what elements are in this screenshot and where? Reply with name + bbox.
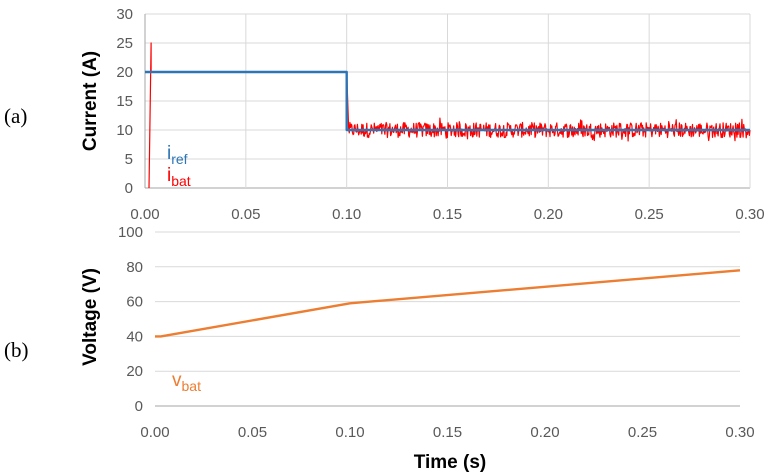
voltage-y-tick-label: 0 — [135, 398, 143, 415]
legend-v-bat-main: v — [172, 370, 182, 391]
voltage-x-ticks: 0.00 0.05 0.10 0.15 0.20 0.25 0.30 — [140, 424, 754, 441]
voltage-x-tick-label: 0.05 — [238, 424, 267, 441]
voltage-x-tick-label: 0.15 — [433, 424, 462, 441]
voltage-series-v-bat-line — [155, 269, 741, 338]
current-series-i-bat-line — [148, 42, 751, 189]
current-x-tick-label: 0.15 — [433, 206, 462, 223]
voltage-x-tick-label: 0.30 — [725, 424, 754, 441]
current-x-tick-label: 0.00 — [130, 206, 159, 223]
legend-i-bat-sub: bat — [171, 173, 191, 189]
legend-i-bat-main: i — [167, 165, 171, 186]
voltage-y-tick-label: 100 — [118, 224, 143, 241]
voltage-series — [155, 269, 741, 338]
current-y-tick-label: 20 — [116, 64, 133, 81]
current-series — [145, 42, 751, 189]
voltage-y-tick-label: 80 — [126, 259, 143, 276]
current-y-tick-label: 15 — [116, 93, 133, 110]
panel-label-a: (a) — [4, 104, 27, 128]
voltage-grid — [155, 231, 740, 407]
time-x-axis-title: Time (s) — [414, 452, 487, 473]
voltage-y-tick-label: 40 — [126, 328, 143, 345]
current-x-tick-label: 0.25 — [635, 206, 664, 223]
voltage-y-axis-title: Voltage (V) — [80, 268, 101, 366]
voltage-x-tick-label: 0.10 — [335, 424, 364, 441]
voltage-x-tick-label: 0.00 — [140, 424, 169, 441]
legend-i-ref-main: i — [167, 143, 171, 164]
legend-v-bat-sub: bat — [182, 378, 202, 394]
current-x-tick-label: 0.30 — [735, 206, 764, 223]
legend-i-ref: iref — [167, 143, 188, 167]
voltage-y-tick-label: 60 — [126, 294, 143, 311]
current-y-axis-title: Current (A) — [80, 51, 101, 151]
current-y-tick-label: 5 — [125, 151, 133, 168]
legend-i-ref-sub: ref — [171, 151, 187, 167]
current-y-tick-label: 10 — [116, 122, 133, 139]
current-series-i-ref-line — [145, 70, 750, 132]
current-y-ticks: 0 5 10 15 20 25 30 — [116, 6, 133, 197]
current-x-tick-label: 0.05 — [231, 206, 260, 223]
panel-label-b: (b) — [4, 338, 29, 362]
voltage-chart: (b) 0 20 40 60 80 100 0.00 0.05 0.10 0.15 0.20 0.2… — [4, 224, 755, 473]
current-x-tick-label: 0.10 — [332, 206, 361, 223]
legend-i-bat: ibat — [167, 165, 191, 189]
current-y-tick-label: 25 — [116, 35, 133, 52]
voltage-y-ticks: 0 20 40 60 80 100 — [118, 224, 143, 415]
voltage-y-tick-label: 20 — [126, 363, 143, 380]
current-y-tick-label: 0 — [125, 180, 133, 197]
current-grid — [144, 13, 751, 189]
current-x-ticks: 0.00 0.05 0.10 0.15 0.20 0.25 0.30 — [130, 206, 764, 223]
current-y-tick-label: 30 — [116, 6, 133, 23]
current-chart: (a) 0 5 10 15 20 25 30 0.00 0.05 0.10 0.15 0.20 0.2… — [4, 6, 765, 223]
current-x-tick-label: 0.20 — [534, 206, 563, 223]
voltage-x-tick-label: 0.25 — [628, 424, 657, 441]
legend-v-bat: vbat — [172, 370, 201, 394]
voltage-x-tick-label: 0.20 — [530, 424, 559, 441]
